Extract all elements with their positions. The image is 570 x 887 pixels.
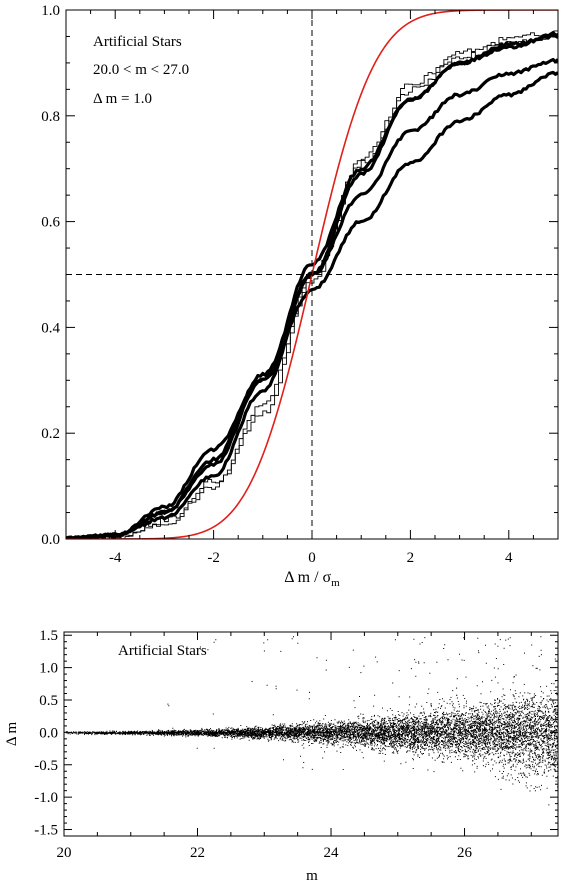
scatter-y-tick-label: 1.0 (39, 661, 58, 677)
scatter-x-tick-label: 26 (457, 845, 473, 861)
scatter-y-tick-label: 0.0 (39, 725, 58, 741)
cdf-y-tick-label: 0.8 (41, 109, 60, 125)
cdf-x-tick-label: 2 (407, 550, 415, 566)
cdf-ticks: -4 -2 0 2 4 0.0 0.2 0.4 0.6 0.8 1.0 (41, 3, 559, 566)
cdf-x-tick-label: -2 (207, 550, 220, 566)
cdf-x-tick-label: -4 (109, 550, 122, 566)
cdf-y-tick-label: 0.2 (41, 426, 60, 442)
cdf-x-axis-label-sub: m (331, 577, 340, 589)
cdf-x-tick-label: 4 (505, 550, 513, 566)
scatter-panel: 20 22 24 26 1.5 1.0 0.5 0.0 -0.5 -1.0 -1.5 Artific… (4, 628, 559, 884)
scatter-plot-frame (63, 631, 559, 837)
cdf-x-tick-label: 0 (308, 550, 316, 566)
scatter-annotation-title: Artificial Stars (118, 643, 207, 659)
cdf-annotation-range: 20.0 < m < 27.0 (93, 62, 189, 78)
cdf-y-tick-label: 0.4 (41, 320, 60, 336)
scatter-y-tick-label: 0.5 (39, 693, 58, 709)
scatter-points (65, 636, 558, 806)
scatter-y-tick-label: -1.5 (34, 823, 58, 839)
scatter-y-axis-label: Δ m (4, 722, 20, 747)
cdf-y-tick-label: 1.0 (41, 3, 60, 19)
cdf-y-tick-label: 0.6 (41, 215, 60, 231)
cdf-x-axis-label: Δ m / σm (284, 569, 340, 589)
scatter-x-tick-label: 24 (324, 845, 340, 861)
scatter-x-tick-label: 20 (57, 845, 72, 861)
scatter-y-tick-label: -0.5 (34, 758, 58, 774)
cdf-y-tick-label: 0.0 (41, 532, 60, 548)
scatter-ticks: 20 22 24 26 1.5 1.0 0.5 0.0 -0.5 -1.0 -1.5 (34, 628, 558, 861)
cdf-panel: -4 -2 0 2 4 0.0 0.2 0.4 0.6 0.8 1.0 Artificial Sta… (41, 3, 559, 589)
cdf-x-axis-label-main: Δ m / σ (284, 569, 331, 586)
cdf-annotation-title: Artificial Stars (93, 34, 182, 50)
cdf-curve-thin (66, 29, 558, 539)
cdf-curve-thick (66, 70, 558, 539)
scatter-x-axis-label: m (306, 868, 318, 884)
cdf-curve-thin (66, 33, 558, 539)
scatter-y-tick-label: -1.0 (34, 790, 58, 806)
scatter-y-tick-label: 1.5 (39, 628, 58, 644)
cdf-annotation-dm: Δ m = 1.0 (93, 91, 152, 107)
scatter-x-tick-label: 22 (190, 845, 205, 861)
